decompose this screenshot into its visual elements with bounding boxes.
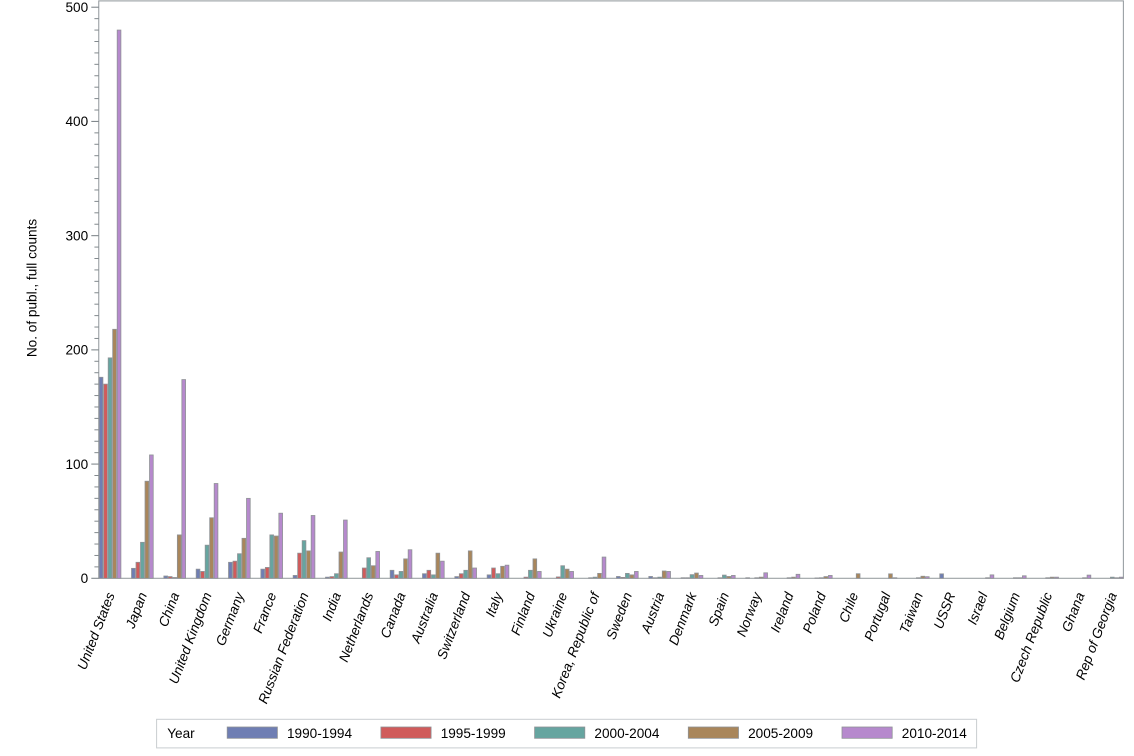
svg-text:0: 0 — [81, 571, 89, 586]
svg-text:2005-2009: 2005-2009 — [748, 726, 813, 741]
svg-text:2010-2014: 2010-2014 — [902, 726, 967, 741]
svg-text:100: 100 — [66, 457, 89, 472]
svg-text:2000-2004: 2000-2004 — [594, 726, 659, 741]
svg-text:300: 300 — [66, 228, 89, 243]
svg-text:1995-1999: 1995-1999 — [441, 726, 506, 741]
svg-text:200: 200 — [66, 343, 89, 358]
svg-text:Year: Year — [167, 726, 195, 741]
svg-text:No. of publ., full counts: No. of publ., full counts — [25, 219, 40, 357]
svg-text:1990-1994: 1990-1994 — [287, 726, 352, 741]
svg-text:500: 500 — [66, 0, 89, 15]
svg-text:400: 400 — [66, 114, 89, 129]
